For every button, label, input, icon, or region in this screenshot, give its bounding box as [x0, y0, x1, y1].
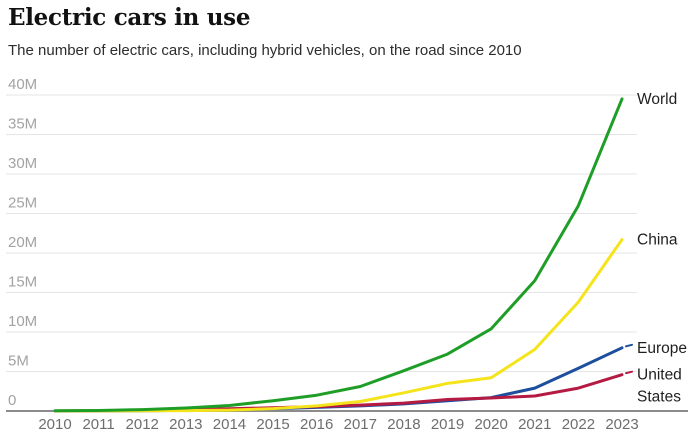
y-axis-tick-label: 35M — [8, 116, 37, 133]
x-axis-tick-label: 2013 — [169, 416, 202, 433]
series-label-europe: Europe — [637, 340, 687, 357]
series-line-europe — [53, 346, 624, 413]
y-axis-tick-label: 40M — [8, 76, 37, 93]
x-axis-tick-label: 2015 — [256, 416, 289, 433]
page-title: Electric cars in use — [8, 4, 251, 31]
x-axis-tick-label: 2017 — [344, 416, 377, 433]
chart-header: Electric cars in use The number of elect… — [8, 4, 692, 60]
series-label-china: China — [637, 232, 678, 249]
x-axis-tick-label: 2021 — [518, 416, 551, 433]
x-axis-tick-label: 2023 — [605, 416, 638, 433]
y-axis-tick-label: 25M — [8, 195, 37, 212]
chart-subtitle: The number of electric cars, including h… — [8, 41, 522, 59]
x-axis-tick-label: 2018 — [387, 416, 420, 433]
series-line-world — [53, 97, 624, 413]
y-axis-tick-label: 10M — [8, 313, 37, 330]
series-label-world: World — [637, 91, 677, 108]
x-axis-tick-label: 2011 — [82, 416, 114, 433]
series-label-united-states: States — [637, 389, 681, 406]
x-axis-tick-label: 2016 — [300, 416, 333, 433]
y-axis-tick-label: 15M — [8, 274, 37, 291]
series-line-china — [53, 238, 624, 413]
x-axis-tick-label: 2022 — [562, 416, 595, 433]
y-axis-tick-label: 5M — [8, 353, 29, 370]
label-leader-dash — [625, 343, 633, 348]
y-axis-tick-label: 30M — [8, 155, 37, 172]
series-line-united-states — [53, 373, 624, 413]
x-axis-tick-label: 2010 — [38, 416, 71, 433]
x-axis-tick-label: 2014 — [213, 416, 246, 433]
y-axis-tick-label: 0 — [8, 392, 16, 409]
x-axis-tick-label: 2012 — [126, 416, 159, 433]
series-label-united-states: United — [637, 367, 682, 384]
x-axis-tick-label: 2019 — [431, 416, 464, 433]
label-leader-dash — [625, 370, 633, 375]
x-axis-tick-label: 2020 — [474, 416, 507, 433]
y-axis-tick-label: 20M — [8, 234, 37, 251]
